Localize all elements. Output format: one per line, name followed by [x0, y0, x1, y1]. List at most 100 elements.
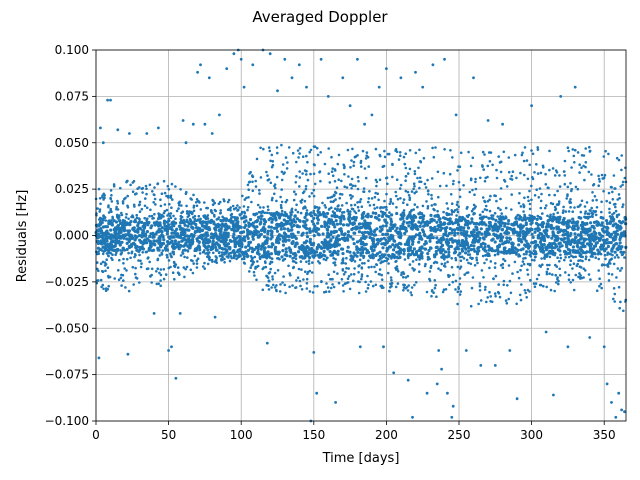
- data-point: [476, 232, 480, 236]
- data-point: [192, 206, 196, 209]
- data-point: [457, 287, 461, 291]
- data-point: [217, 238, 221, 242]
- data-point: [605, 229, 609, 233]
- data-point: [387, 238, 391, 242]
- data-point: [398, 187, 402, 190]
- data-point: [169, 216, 173, 220]
- data-point: [295, 175, 298, 178]
- data-point: [479, 227, 483, 231]
- data-point: [530, 149, 533, 152]
- data-point: [579, 233, 583, 237]
- data-point: [281, 239, 285, 243]
- data-point: [576, 220, 580, 224]
- data-point: [554, 208, 557, 212]
- data-point: [318, 261, 322, 265]
- data-point: [517, 201, 521, 205]
- data-point: [427, 248, 431, 253]
- data-point: [577, 240, 581, 244]
- data-point: [535, 188, 538, 191]
- data-point: [554, 263, 557, 267]
- data-point: [233, 245, 237, 249]
- data-point: [464, 251, 468, 255]
- data-point: [345, 256, 348, 260]
- data-point: [222, 217, 226, 220]
- data-point: [402, 211, 406, 215]
- data-point: [533, 239, 537, 244]
- data-point: [140, 235, 144, 239]
- data-point: [601, 216, 605, 220]
- data-point: [142, 226, 146, 230]
- data-point: [481, 254, 485, 258]
- data-point: [395, 226, 399, 230]
- data-point: [377, 214, 381, 218]
- data-point: [147, 239, 151, 243]
- data-point: [216, 243, 221, 247]
- data-point: [246, 206, 250, 209]
- x-tick-label: 200: [375, 428, 398, 442]
- data-point: [456, 223, 461, 227]
- data-point: [530, 198, 533, 202]
- data-point: [227, 198, 231, 202]
- data-point: [297, 245, 301, 249]
- data-point: [109, 237, 113, 241]
- data-point: [503, 259, 507, 263]
- data-point: [339, 219, 343, 223]
- data-point: [138, 220, 142, 224]
- data-point: [96, 233, 100, 238]
- data-point: [153, 193, 156, 197]
- data-point: [462, 257, 466, 260]
- data-point: [159, 198, 162, 201]
- data-point: [189, 259, 193, 262]
- data-point: [518, 192, 521, 195]
- data-point: [296, 149, 300, 152]
- data-point: [247, 224, 251, 228]
- data-point: [170, 231, 174, 235]
- data-point: [222, 198, 225, 201]
- data-point: [424, 186, 428, 189]
- data-point: [403, 258, 407, 261]
- data-point: [396, 282, 400, 285]
- data-point: [165, 194, 168, 198]
- data-point: [459, 290, 463, 293]
- data-point: [301, 191, 305, 195]
- data-point: [349, 183, 353, 186]
- data-point: [246, 236, 250, 240]
- data-point: [398, 151, 402, 154]
- data-point: [590, 236, 594, 240]
- data-point: [385, 67, 388, 70]
- data-point: [511, 170, 515, 173]
- data-point: [332, 230, 336, 235]
- data-point: [226, 200, 230, 204]
- data-point: [140, 187, 144, 190]
- data-point: [499, 187, 503, 190]
- data-point: [268, 52, 272, 56]
- data-point: [618, 306, 621, 310]
- data-point: [179, 214, 183, 218]
- data-point: [364, 157, 368, 160]
- data-point: [385, 256, 388, 260]
- data-point: [619, 247, 623, 251]
- data-point: [283, 253, 287, 257]
- data-point: [358, 345, 362, 349]
- data-point: [197, 200, 200, 203]
- data-point: [167, 259, 171, 262]
- data-point: [475, 256, 478, 260]
- x-axis-label: Time [days]: [322, 451, 400, 466]
- data-point: [342, 290, 345, 293]
- data-point: [584, 255, 588, 258]
- data-point: [193, 214, 197, 218]
- data-point: [356, 57, 359, 61]
- data-point: [112, 183, 116, 186]
- data-point: [555, 171, 559, 174]
- data-point: [470, 231, 474, 235]
- data-point: [312, 188, 316, 192]
- data-point: [285, 167, 289, 170]
- data-point: [619, 300, 622, 304]
- data-point: [368, 190, 371, 193]
- data-point: [111, 258, 114, 262]
- data-point: [605, 199, 608, 203]
- data-point: [581, 259, 584, 263]
- data-point: [185, 218, 189, 222]
- data-point: [455, 203, 459, 206]
- data-point: [308, 195, 311, 198]
